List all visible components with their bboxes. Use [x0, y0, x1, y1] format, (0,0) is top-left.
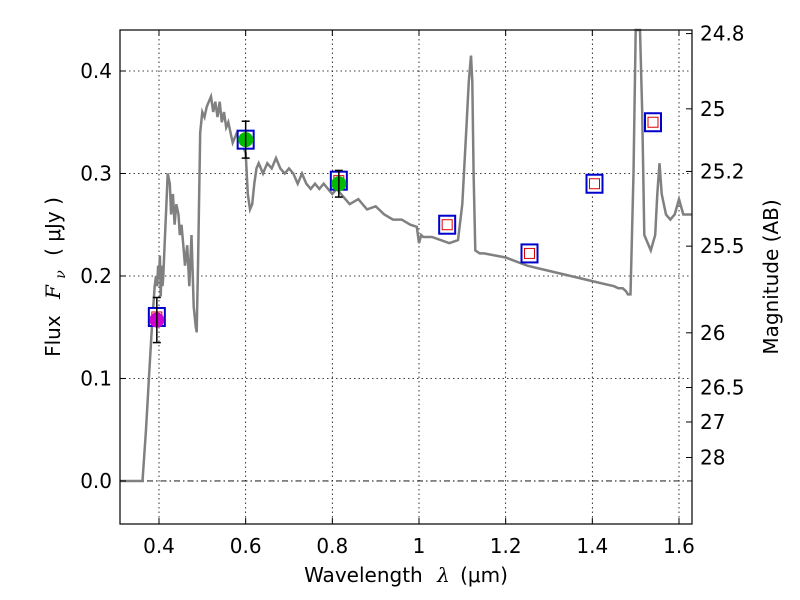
x-tick-label: 0.6 — [230, 534, 262, 558]
x-tick-label: 0.8 — [316, 534, 348, 558]
model-flux-box — [438, 214, 457, 235]
y-axis-title-subscript: ν — [53, 270, 69, 279]
x-tick-label: 1.2 — [490, 534, 522, 558]
magnitude-tick-label: 26 — [700, 321, 725, 345]
y-tick-label: 0.1 — [80, 366, 112, 390]
model-flux-inner — [647, 116, 659, 128]
x-tick-label: 1.4 — [576, 534, 608, 558]
x-axis-title-symbol: λ — [436, 563, 450, 587]
magnitude-tick-label: 25.2 — [700, 159, 745, 183]
model-flux-box — [644, 112, 662, 133]
y-axis-title: Flux F ν ( μJy ) — [41, 197, 70, 357]
x-tick-label: 1.6 — [663, 534, 695, 558]
x-axis-title-unit: (μm) — [460, 563, 508, 587]
y-tick-label: 0.3 — [80, 161, 112, 185]
model-flux-box — [520, 243, 539, 264]
magnitude-tick-label: 28 — [700, 445, 725, 469]
grid — [120, 30, 692, 524]
y-axis-title-unit: ( μJy ) — [41, 197, 65, 256]
y-tick-label: 0.4 — [80, 59, 112, 83]
x-axis-title-prefix: Wavelength — [304, 563, 423, 587]
magnitude-tick-label: 27 — [700, 410, 725, 434]
sed-template-line — [120, 28, 692, 483]
magnitude-tick-label: 25 — [700, 97, 725, 121]
axis-ticks: 0.4 0.6 0.8 1 1.2 1.4 1.6 0.0 0.1 0.2 0.3 0.4 24.8 25… — [80, 22, 744, 558]
y-axis-title-symbol: F — [41, 284, 65, 300]
x-tick-label: 1 — [413, 534, 426, 558]
photometry-points — [147, 112, 662, 344]
magnitude-tick-label: 25.5 — [700, 234, 745, 258]
model-flux-inner — [589, 178, 600, 190]
model-flux-box — [585, 173, 604, 194]
y-tick-label: 0.0 — [80, 469, 112, 493]
plot-frame — [119, 29, 693, 525]
magnitude-axis-title: Magnitude (AB) — [759, 199, 783, 354]
x-axis-title: Wavelength λ (μm) — [304, 563, 508, 587]
y-axis-title-prefix: Flux — [41, 315, 65, 357]
y-tick-label: 0.2 — [80, 264, 112, 288]
model-flux-inner — [441, 219, 453, 231]
model-flux-inner — [524, 247, 535, 259]
x-tick-label: 0.4 — [143, 534, 175, 558]
magnitude-tick-label: 24.8 — [700, 22, 745, 46]
magnitude-tick-label: 26.5 — [700, 375, 745, 399]
